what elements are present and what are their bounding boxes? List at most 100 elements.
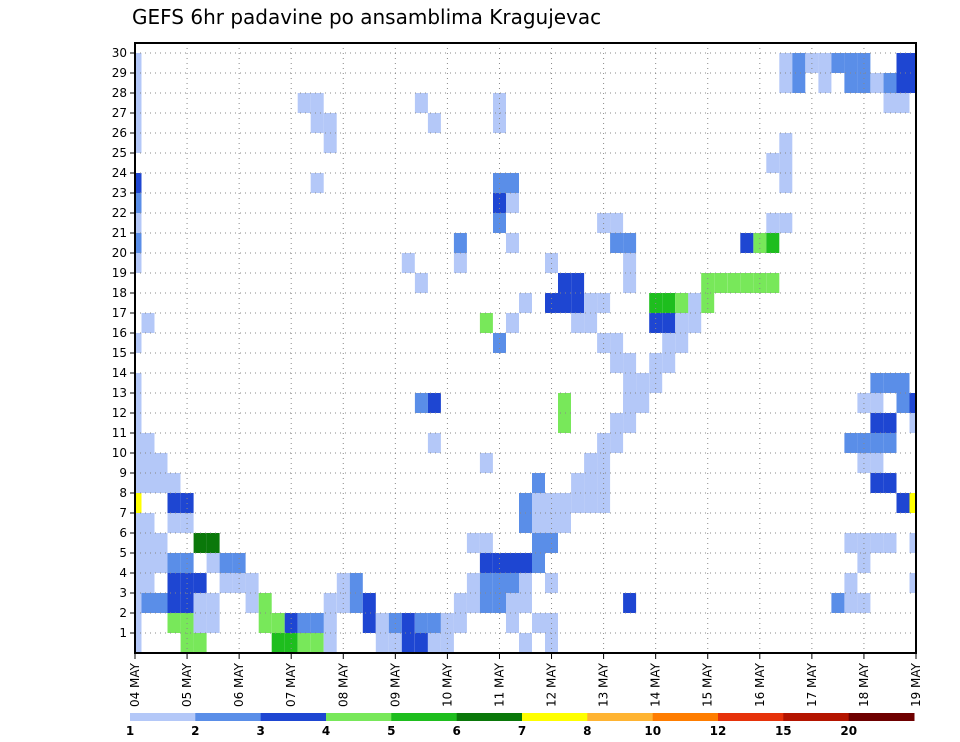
heatmap-cell bbox=[532, 533, 545, 553]
heatmap-cell bbox=[909, 413, 916, 433]
heatmap-cell bbox=[427, 393, 441, 413]
heatmap-cell bbox=[766, 273, 780, 293]
heatmap-cell bbox=[141, 433, 155, 453]
heatmap-cell bbox=[519, 593, 532, 613]
heatmap-cell bbox=[896, 53, 910, 73]
heatmap-cell bbox=[519, 553, 532, 573]
heatmap-cell bbox=[909, 493, 916, 513]
heatmap-cell bbox=[779, 173, 793, 193]
heatmap-cell bbox=[193, 613, 207, 633]
colorbar-swatch bbox=[522, 713, 588, 721]
heatmap-cell bbox=[141, 513, 155, 533]
heatmap-cell bbox=[479, 553, 493, 573]
heatmap-cell bbox=[141, 553, 155, 573]
heatmap-cell bbox=[688, 313, 702, 333]
heatmap-cell bbox=[206, 553, 220, 573]
y-tick-label: 19 bbox=[112, 266, 127, 280]
heatmap-cells bbox=[135, 53, 916, 653]
heatmap-cell bbox=[571, 493, 585, 513]
heatmap-cell bbox=[167, 613, 181, 633]
colorbar-label: 8 bbox=[583, 724, 591, 738]
heatmap-cell bbox=[740, 233, 754, 253]
heatmap-cell bbox=[623, 253, 637, 273]
heatmap-cell bbox=[610, 353, 624, 373]
y-tick-label: 29 bbox=[112, 66, 127, 80]
heatmap-cell bbox=[584, 293, 598, 313]
heatmap-cell bbox=[883, 473, 897, 493]
heatmap-cell bbox=[779, 53, 793, 73]
y-tick-label: 16 bbox=[112, 326, 127, 340]
y-tick-label: 24 bbox=[112, 166, 127, 180]
heatmap-cell bbox=[141, 533, 155, 553]
heatmap-cell bbox=[323, 613, 337, 633]
heatmap-cell bbox=[135, 53, 142, 73]
x-tick-label: 10 MAY bbox=[440, 662, 454, 707]
heatmap-cell bbox=[349, 573, 363, 593]
heatmap-cell bbox=[909, 53, 916, 73]
y-tick-label: 22 bbox=[112, 206, 127, 220]
heatmap-cell bbox=[323, 633, 337, 653]
heatmap-cell bbox=[792, 53, 806, 73]
heatmap-cell bbox=[506, 233, 519, 253]
heatmap-cell bbox=[909, 393, 916, 413]
heatmap-cell bbox=[506, 613, 519, 633]
heatmap-cell bbox=[167, 493, 181, 513]
colorbar-label: 6 bbox=[453, 724, 461, 738]
heatmap-cell bbox=[662, 313, 676, 333]
heatmap-cell bbox=[466, 593, 480, 613]
y-tick-label: 14 bbox=[112, 366, 127, 380]
x-tick-label: 19 MAY bbox=[909, 662, 923, 707]
heatmap-cell bbox=[623, 273, 637, 293]
heatmap-cell bbox=[154, 593, 168, 613]
heatmap-cell bbox=[310, 613, 324, 633]
colorbar-swatch bbox=[130, 713, 196, 721]
heatmap-cell bbox=[479, 313, 493, 333]
heatmap-cell bbox=[610, 433, 624, 453]
heatmap-cell bbox=[323, 113, 337, 133]
heatmap-cell bbox=[883, 533, 897, 553]
colorbar-label: 10 bbox=[644, 724, 661, 738]
heatmap-cell bbox=[623, 393, 637, 413]
heatmap-cell bbox=[662, 333, 676, 353]
heatmap-cell bbox=[584, 313, 598, 333]
y-tick-label: 26 bbox=[112, 126, 127, 140]
heatmap-cell bbox=[623, 353, 637, 373]
heatmap-cell bbox=[427, 633, 441, 653]
heatmap-cell bbox=[271, 613, 285, 633]
heatmap-cell bbox=[909, 73, 916, 93]
heatmap-cell bbox=[479, 453, 493, 473]
heatmap-cell bbox=[519, 513, 532, 533]
heatmap-cell bbox=[727, 273, 741, 293]
heatmap-cell bbox=[558, 393, 571, 413]
heatmap-cell bbox=[135, 253, 142, 273]
chart-title: GEFS 6hr padavine po ansamblima Kragujev… bbox=[132, 5, 601, 29]
heatmap-cell bbox=[675, 333, 689, 353]
heatmap-cell bbox=[245, 593, 259, 613]
heatmap-cell bbox=[141, 573, 155, 593]
heatmap-cell bbox=[135, 453, 142, 473]
heatmap-cell bbox=[466, 533, 480, 553]
y-tick-label: 11 bbox=[112, 426, 127, 440]
heatmap-cell bbox=[206, 593, 220, 613]
heatmap-cell bbox=[688, 293, 702, 313]
heatmap-cell bbox=[375, 633, 389, 653]
heatmap-cell bbox=[135, 593, 142, 613]
heatmap-cell bbox=[414, 273, 428, 293]
x-tick-label: 13 MAY bbox=[597, 662, 611, 707]
heatmap-cell bbox=[506, 553, 519, 573]
colorbar-label: 15 bbox=[775, 724, 792, 738]
heatmap-cell bbox=[870, 373, 884, 393]
heatmap-cell bbox=[506, 173, 519, 193]
x-tick-label: 18 MAY bbox=[857, 662, 871, 707]
heatmap-cell bbox=[506, 593, 519, 613]
heatmap-cell bbox=[135, 473, 142, 493]
heatmap-cell bbox=[571, 313, 585, 333]
colorbar-swatch bbox=[391, 713, 458, 721]
y-tick-label: 15 bbox=[112, 346, 127, 360]
heatmap-cell bbox=[167, 593, 181, 613]
heatmap-cell bbox=[453, 233, 467, 253]
heatmap-cell bbox=[135, 393, 142, 413]
heatmap-cell bbox=[662, 293, 676, 313]
colorbar-label: 1 bbox=[126, 724, 134, 738]
heatmap-cell bbox=[883, 373, 897, 393]
